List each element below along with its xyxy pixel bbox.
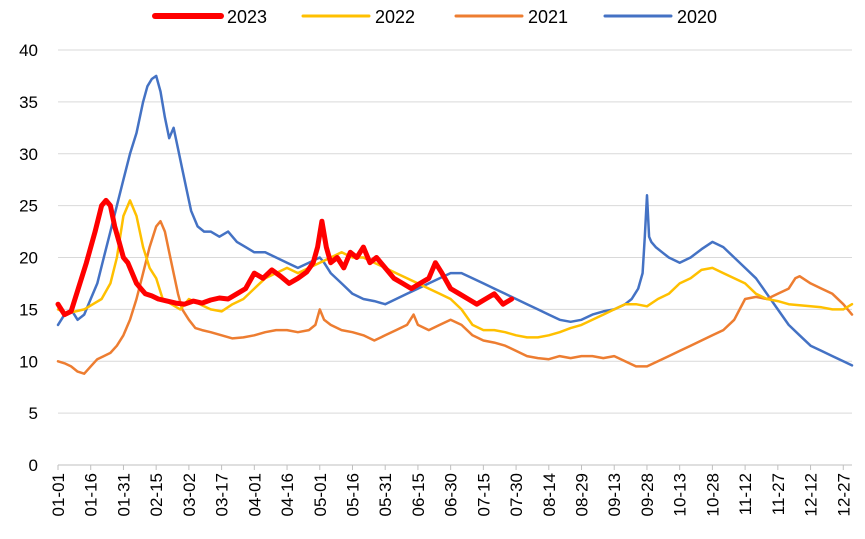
y-tick-label: 20 xyxy=(19,249,38,268)
x-tick-label: 02-15 xyxy=(147,473,166,516)
y-tick-label: 40 xyxy=(19,41,38,60)
x-tick-label: 11-27 xyxy=(769,473,788,515)
x-tick-label: 12-12 xyxy=(802,473,821,516)
y-axis-tick-labels: 0 5 10 15 20 25 30 35 40 xyxy=(19,41,38,475)
y-tick-label: 10 xyxy=(19,352,38,371)
x-tick-label: 07-30 xyxy=(507,473,526,516)
x-tick-label: 03-02 xyxy=(180,473,199,516)
legend-label-2020: 2020 xyxy=(677,7,717,27)
series-line-2020 xyxy=(56,74,854,367)
x-tick-label: 05-01 xyxy=(311,473,330,516)
x-tick-label: 08-29 xyxy=(573,473,592,516)
x-tick-label: 04-16 xyxy=(278,473,297,516)
x-tick-label: 01-31 xyxy=(114,473,133,516)
x-tick-label: 10-13 xyxy=(671,473,690,516)
x-tick-label: 04-01 xyxy=(245,473,264,516)
x-tick-label: 07-15 xyxy=(474,473,493,516)
x-tick-label: 06-15 xyxy=(409,473,428,516)
y-tick-label: 5 xyxy=(29,404,38,423)
y-tick-label: 25 xyxy=(19,197,38,216)
x-tick-label: 05-31 xyxy=(376,473,395,516)
x-tick-label: 05-16 xyxy=(343,473,362,516)
y-tick-label: 15 xyxy=(19,300,38,319)
x-tick-label: 12-27 xyxy=(834,473,853,516)
x-tick-label: 09-28 xyxy=(638,473,657,516)
legend-label-2023: 2023 xyxy=(227,7,267,27)
x-tick-label: 08-14 xyxy=(540,473,559,516)
series-lines xyxy=(55,74,854,375)
series-line-2023 xyxy=(55,197,515,318)
gridlines xyxy=(58,49,852,414)
series-line-2021 xyxy=(56,219,854,375)
x-tick-label: 03-17 xyxy=(213,473,232,516)
x-tick-label: 01-01 xyxy=(49,473,68,516)
y-tick-label: 30 xyxy=(19,145,38,164)
legend-label-2022: 2022 xyxy=(375,7,415,27)
x-tick-label: 10-28 xyxy=(703,473,722,516)
x-tick-label: 09-13 xyxy=(605,473,624,516)
x-tick-label: 06-30 xyxy=(442,473,461,516)
x-tick-label: 11-12 xyxy=(736,473,755,515)
legend-label-2021: 2021 xyxy=(528,7,568,27)
y-tick-label: 0 xyxy=(29,456,38,475)
legend: 2023 2022 2021 2020 xyxy=(152,7,717,27)
x-axis-tick-labels: 01-01 01-16 01-31 02-15 03-02 03-17 04-01 04-16… xyxy=(49,473,853,516)
x-tick-label: 01-16 xyxy=(82,473,101,516)
series-line-2022 xyxy=(56,199,854,339)
y-tick-label: 35 xyxy=(19,93,38,112)
x-axis-tick-marks xyxy=(57,465,844,470)
